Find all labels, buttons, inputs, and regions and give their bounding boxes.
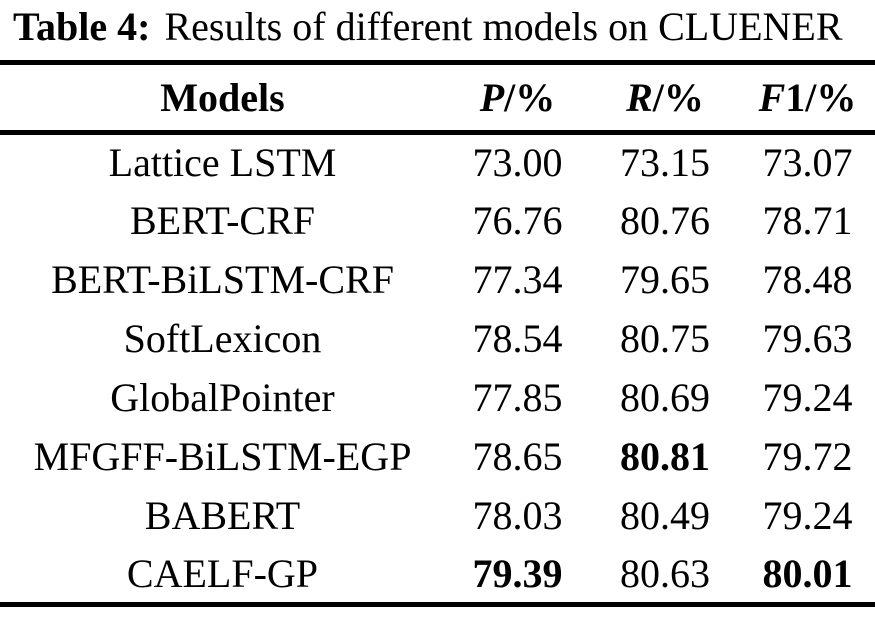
col-header-models: Models	[0, 62, 445, 135]
f1-value-cell: 79.72	[762, 434, 853, 479]
r-value-cell: 80.75	[620, 316, 710, 361]
p-value-cell: 77.34	[472, 257, 563, 302]
col-header-f1-unit: 1/%	[785, 75, 857, 120]
table-row: MFGFF-BiLSTM-EGP 78.65 80.81 79.72	[0, 428, 875, 487]
table-row: BABERT 78.03 80.49 79.24	[0, 487, 875, 546]
col-header-r-var: R	[626, 75, 653, 120]
r-value-cell: 80.49	[620, 493, 710, 538]
r-value-cell: 80.63	[620, 550, 710, 596]
f1-value-cell: 78.48	[762, 257, 853, 302]
p-value-cell: 73.00	[472, 140, 563, 186]
table-row: SoftLexicon 78.54 80.75 79.63	[0, 310, 875, 369]
p-value-cell: 78.54	[472, 316, 563, 361]
model-name-cell: CAELF-GP	[126, 550, 319, 596]
p-value-cell: 78.03	[472, 493, 563, 538]
p-value-cell: 78.65	[472, 434, 563, 479]
model-name-cell: SoftLexicon	[123, 316, 322, 361]
f1-value-cell: 79.24	[762, 375, 853, 420]
model-name-cell: MFGFF-BiLSTM-EGP	[33, 434, 412, 479]
col-header-p-var: P	[479, 75, 505, 120]
model-name-cell: BERT-BiLSTM-CRF	[51, 257, 394, 302]
p-value-cell-best: 79.39	[472, 550, 563, 596]
model-name-cell: GlobalPointer	[110, 375, 335, 420]
col-header-f1-var: F	[758, 75, 786, 120]
col-header-p-unit: /%	[504, 75, 556, 120]
r-value-cell-best: 80.81	[620, 434, 710, 479]
table-header: Models P/% R/% F1/%	[0, 62, 875, 135]
f1-value-cell: 78.71	[762, 198, 853, 243]
col-header-r-unit: /%	[652, 75, 704, 120]
r-value-cell: 80.69	[620, 375, 710, 420]
col-header-p: P/%	[445, 62, 590, 135]
f1-value-cell-best: 80.01	[762, 550, 853, 596]
col-header-f1: F1/%	[740, 62, 875, 135]
table-body: Lattice LSTM 73.00 73.15 73.07 BERT-CRF …	[0, 133, 875, 605]
results-table: Models P/% R/% F1/% Lattice LSTM 73.00 7…	[0, 60, 875, 607]
table-caption: Table 4: Results of different models on C…	[0, 0, 875, 60]
model-name-cell: BABERT	[144, 493, 301, 538]
table-row: CAELF-GP 79.39 80.63 80.01	[0, 546, 875, 605]
r-value-cell: 73.15	[620, 140, 710, 186]
r-value-cell: 79.65	[620, 257, 710, 302]
table-row: BERT-CRF 76.76 80.76 78.71	[0, 192, 875, 251]
p-value-cell: 77.85	[472, 375, 563, 420]
col-header-r: R/%	[590, 62, 740, 135]
header-row: Models P/% R/% F1/%	[0, 62, 875, 135]
f1-value-cell: 73.07	[762, 140, 853, 186]
table-row: GlobalPointer 77.85 80.69 79.24	[0, 369, 875, 428]
table-row: Lattice LSTM 73.00 73.15 73.07	[0, 133, 875, 192]
table-caption-label: Table 4:	[13, 4, 151, 49]
table-caption-text: Results of different models on CLUENER	[164, 4, 843, 49]
f1-value-cell: 79.24	[762, 493, 853, 538]
p-value-cell: 76.76	[472, 198, 563, 243]
r-value-cell: 80.76	[620, 198, 710, 243]
f1-value-cell: 79.63	[762, 316, 853, 361]
table-row: BERT-BiLSTM-CRF 77.34 79.65 78.48	[0, 251, 875, 310]
model-name-cell: BERT-CRF	[129, 198, 316, 243]
model-name-cell: Lattice LSTM	[108, 140, 337, 186]
